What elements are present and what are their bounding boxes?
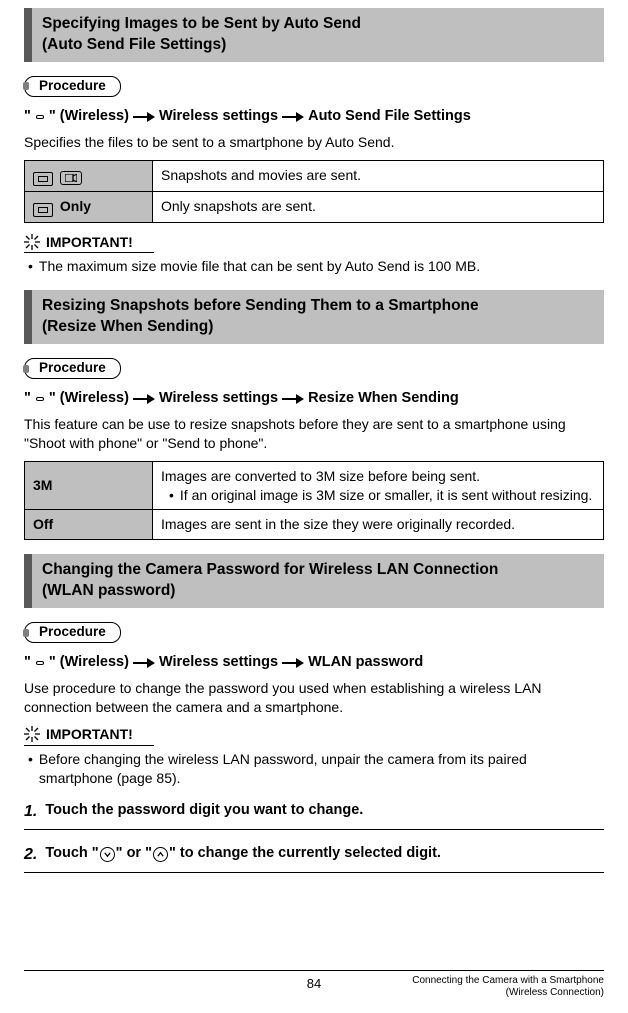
section3-desc: Use procedure to change the password you… <box>24 679 604 717</box>
wifi-icon <box>36 397 44 401</box>
procedure-label: Procedure <box>39 624 106 639</box>
section-title-line2: (Auto Send File Settings) <box>42 35 594 56</box>
section-header-resize: Resizing Snapshots before Sending Them t… <box>24 290 604 344</box>
arrow-icon <box>282 112 304 122</box>
section-header-auto-send: Specifying Images to be Sent by Auto Sen… <box>24 8 604 62</box>
option-value: Images are sent in the size they were or… <box>153 510 604 540</box>
quote-open: " <box>24 389 31 409</box>
step2-part-a: Touch " <box>45 845 98 861</box>
bullet-dot: • <box>28 750 33 788</box>
breadcrumb-auto-send: " " (Wireless) Wireless settings Auto Se… <box>24 107 604 127</box>
wifi-icon <box>36 115 44 119</box>
option-key-snapshot-only: Only <box>25 191 153 222</box>
option-value-line1: Images are converted to 3M size before b… <box>161 467 595 486</box>
burst-icon <box>24 234 40 250</box>
snapshot-icon <box>33 203 53 217</box>
table-row: Off Images are sent in the size they wer… <box>25 510 604 540</box>
procedure-pill: Procedure <box>24 622 121 643</box>
section2-desc: This feature can be use to resize snapsh… <box>24 415 604 453</box>
option-value: Snapshots and movies are sent. <box>153 160 604 191</box>
auto-send-options-table: Snapshots and movies are sent. Only Only… <box>24 160 604 223</box>
section-header-wlan: Changing the Camera Password for Wireles… <box>24 554 604 608</box>
resize-options-table: 3M Images are converted to 3M size befor… <box>24 461 604 541</box>
breadcrumb-end: Auto Send File Settings <box>308 107 471 127</box>
arrow-icon <box>133 394 155 404</box>
up-circle-icon <box>153 847 168 862</box>
important-label: IMPORTANT! <box>46 725 133 744</box>
breadcrumb-mid: Wireless settings <box>159 389 278 409</box>
procedure-label: Procedure <box>39 360 106 375</box>
step2-part-c: " to change the currently selected digit… <box>169 845 441 861</box>
important-label: IMPORTANT! <box>46 233 133 252</box>
wifi-icon <box>36 661 44 665</box>
arrow-icon <box>133 658 155 668</box>
section-title-line2: (Resize When Sending) <box>42 317 594 338</box>
procedure-pill: Procedure <box>24 76 121 97</box>
step-number: 2. <box>24 844 37 866</box>
section-title-line2: (WLAN password) <box>42 581 594 602</box>
breadcrumb-wireless: " (Wireless) <box>49 389 129 409</box>
option-value: Images are converted to 3M size before b… <box>153 461 604 510</box>
down-circle-icon <box>100 847 115 862</box>
breadcrumb-end: WLAN password <box>308 653 423 673</box>
step-text: Touch the password digit you want to cha… <box>45 801 363 823</box>
burst-icon <box>24 726 40 742</box>
section-title-line1: Specifying Images to be Sent by Auto Sen… <box>42 14 594 35</box>
breadcrumb-wlan: " " (Wireless) Wireless settings WLAN pa… <box>24 653 604 673</box>
table-row: 3M Images are converted to 3M size befor… <box>25 461 604 510</box>
only-label: Only <box>60 198 91 214</box>
important-heading: IMPORTANT! <box>24 233 154 254</box>
option-value: Only snapshots are sent. <box>153 191 604 222</box>
procedure-pill: Procedure <box>24 358 121 379</box>
option-key-off: Off <box>25 510 153 540</box>
important-note: Before changing the wireless LAN passwor… <box>39 750 604 788</box>
section-title-line1: Changing the Camera Password for Wireles… <box>42 560 594 581</box>
breadcrumb-end: Resize When Sending <box>308 389 459 409</box>
step-2: 2. Touch " " or " " to change the currentl… <box>24 838 604 873</box>
arrow-icon <box>282 394 304 404</box>
table-row: Only Only snapshots are sent. <box>25 191 604 222</box>
snapshot-icon <box>33 172 53 186</box>
bullet-dot: • <box>28 257 33 276</box>
section-title-line1: Resizing Snapshots before Sending Them t… <box>42 296 594 317</box>
option-key-3m: 3M <box>25 461 153 510</box>
option-value-line2: If an original image is 3M size or small… <box>180 486 592 505</box>
movie-icon <box>60 171 82 185</box>
table-row: Snapshots and movies are sent. <box>25 160 604 191</box>
page-footer: 84 Connecting the Camera with a Smartpho… <box>24 970 604 999</box>
bullet-dot: • <box>169 486 174 505</box>
quote-open: " <box>24 653 31 673</box>
breadcrumb-resize: " " (Wireless) Wireless settings Resize … <box>24 389 604 409</box>
section1-desc: Specifies the files to be sent to a smar… <box>24 133 604 152</box>
arrow-icon <box>133 112 155 122</box>
page-number: 84 <box>307 975 321 993</box>
quote-open: " <box>24 107 31 127</box>
breadcrumb-mid: Wireless settings <box>159 653 278 673</box>
important-note-list: •Before changing the wireless LAN passwo… <box>24 750 604 788</box>
important-note: The maximum size movie file that can be … <box>39 257 480 276</box>
step-text: Touch " " or " " to change the currently s… <box>45 844 441 866</box>
important-note-list: • The maximum size movie file that can be… <box>24 257 604 276</box>
breadcrumb-wireless: " (Wireless) <box>49 107 129 127</box>
step-1: 1. Touch the password digit you want to … <box>24 795 604 830</box>
breadcrumb-mid: Wireless settings <box>159 107 278 127</box>
step-number: 1. <box>24 801 37 823</box>
arrow-icon <box>282 658 304 668</box>
breadcrumb-wireless: " (Wireless) <box>49 653 129 673</box>
important-heading: IMPORTANT! <box>24 725 154 746</box>
procedure-label: Procedure <box>39 78 106 93</box>
step2-part-b: " or " <box>116 845 152 861</box>
option-key-snapshots-movies <box>25 160 153 191</box>
